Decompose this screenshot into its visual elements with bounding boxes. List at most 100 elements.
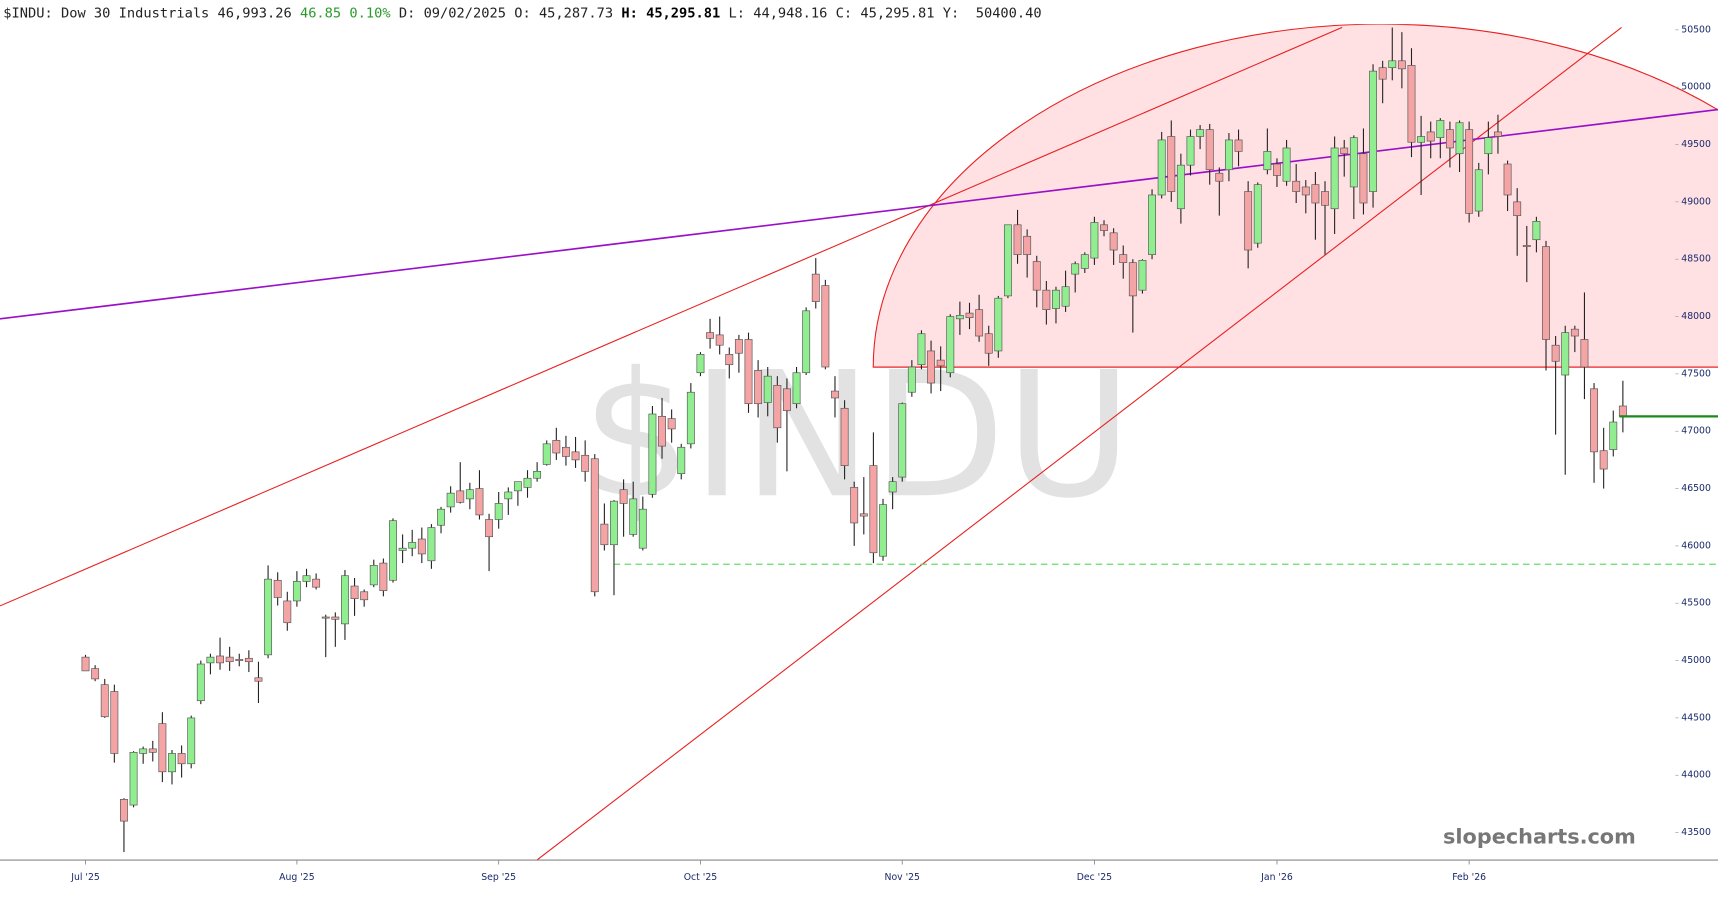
candle-body [1042,289,1051,310]
candle-body [1513,201,1522,216]
candle-body [1205,129,1214,171]
candle-body [494,503,503,520]
candle-body [1186,136,1195,166]
candle-body [754,370,763,405]
axes: 43500 44000 44500 45000 45500 46000 46500 47000… [70,24,1711,883]
candle-body [1301,186,1310,196]
candle-body [1148,194,1157,255]
candle-body [1369,70,1377,192]
x-tick-label: Aug '25 [279,872,315,883]
y-tick-label: 50000 [1681,82,1711,93]
brand: slopecharts.com [1443,825,1636,849]
candle-body [782,388,791,411]
candle-body [1032,261,1041,291]
drawings [0,24,1718,861]
candle-body [1128,262,1137,297]
candle-body [715,334,724,346]
x-tick-label: Feb '26 [1452,872,1486,883]
candle-body [677,446,686,474]
candle-body [1561,332,1570,376]
candle-body [1340,147,1349,155]
candle-body [1013,224,1022,255]
candle-body [254,677,263,682]
candle-body [110,691,119,754]
candle-body [1071,263,1080,275]
candle-body [312,578,321,588]
candle-body [350,585,359,599]
header-change: 46.85 0.10% [300,6,391,22]
candle-body [148,748,157,753]
x-tick-label: Jul '25 [70,872,100,883]
y-tick-label: 46000 [1681,540,1711,551]
candle-body [292,581,301,602]
candle-body [533,471,542,479]
candle-body [821,285,830,368]
trend-line [0,108,1718,320]
candle-body [244,657,253,663]
candle-body [581,454,590,472]
candle-body [706,332,715,339]
candle-body [1618,405,1627,417]
candle-body [1234,139,1243,152]
y-tick-label: 49500 [1681,139,1711,150]
candle-body [273,579,282,598]
candle-body [600,523,609,546]
candle-body [196,663,205,702]
candle-body [1503,163,1512,196]
candle-body [1003,224,1012,297]
candle-body [437,508,445,526]
candle-body [658,415,666,447]
candle-body [283,600,292,624]
candle-body [1100,224,1108,231]
candle-body [216,655,224,664]
candle-body [1282,147,1291,182]
candle-body [331,616,340,620]
candle-body [1590,388,1598,453]
candle-body [1494,131,1502,137]
y-tick-label: 47500 [1681,368,1711,379]
x-tick-label: Sep '25 [481,872,516,883]
candle-body [129,751,138,806]
candle-body [1176,164,1185,210]
candle-body [917,333,926,366]
candle-body [465,489,474,500]
candle-body [1436,120,1445,138]
y-tick-label: 43500 [1681,827,1711,838]
candle-body [177,753,186,765]
candle-body [936,359,945,367]
y-tick-label: 48500 [1681,254,1711,265]
candle-body [1599,450,1608,470]
candle-body [869,465,878,554]
candle-body [1388,60,1397,69]
candle-body [513,481,522,492]
candle-body [907,366,916,393]
candle-body [1407,65,1416,143]
y-tick-label: 50500 [1681,24,1711,35]
candle-body [955,315,964,320]
candle-body [408,542,417,549]
candle-body [1273,163,1281,176]
candle-body [360,591,369,601]
candle-body [879,504,887,557]
candle-body [1609,421,1618,450]
candle-body [1224,139,1233,171]
candle-body [590,458,599,593]
candle-body [1445,129,1454,149]
candle-body [888,481,897,493]
candle-body [446,492,455,508]
candle-body [1311,184,1320,204]
candle-body [1090,222,1099,259]
candle-body [523,477,532,488]
candle-body [485,519,494,538]
candle-body [1263,151,1272,171]
candle-body [264,578,273,656]
arc-drawing [872,24,1718,368]
candle-body [321,616,330,619]
candle-body [1417,136,1426,143]
candle-body [187,717,196,765]
candle-body [1551,344,1560,362]
x-tick-label: Jan '26 [1260,872,1293,883]
trend-line [536,26,1622,861]
candle-body [1138,260,1147,291]
